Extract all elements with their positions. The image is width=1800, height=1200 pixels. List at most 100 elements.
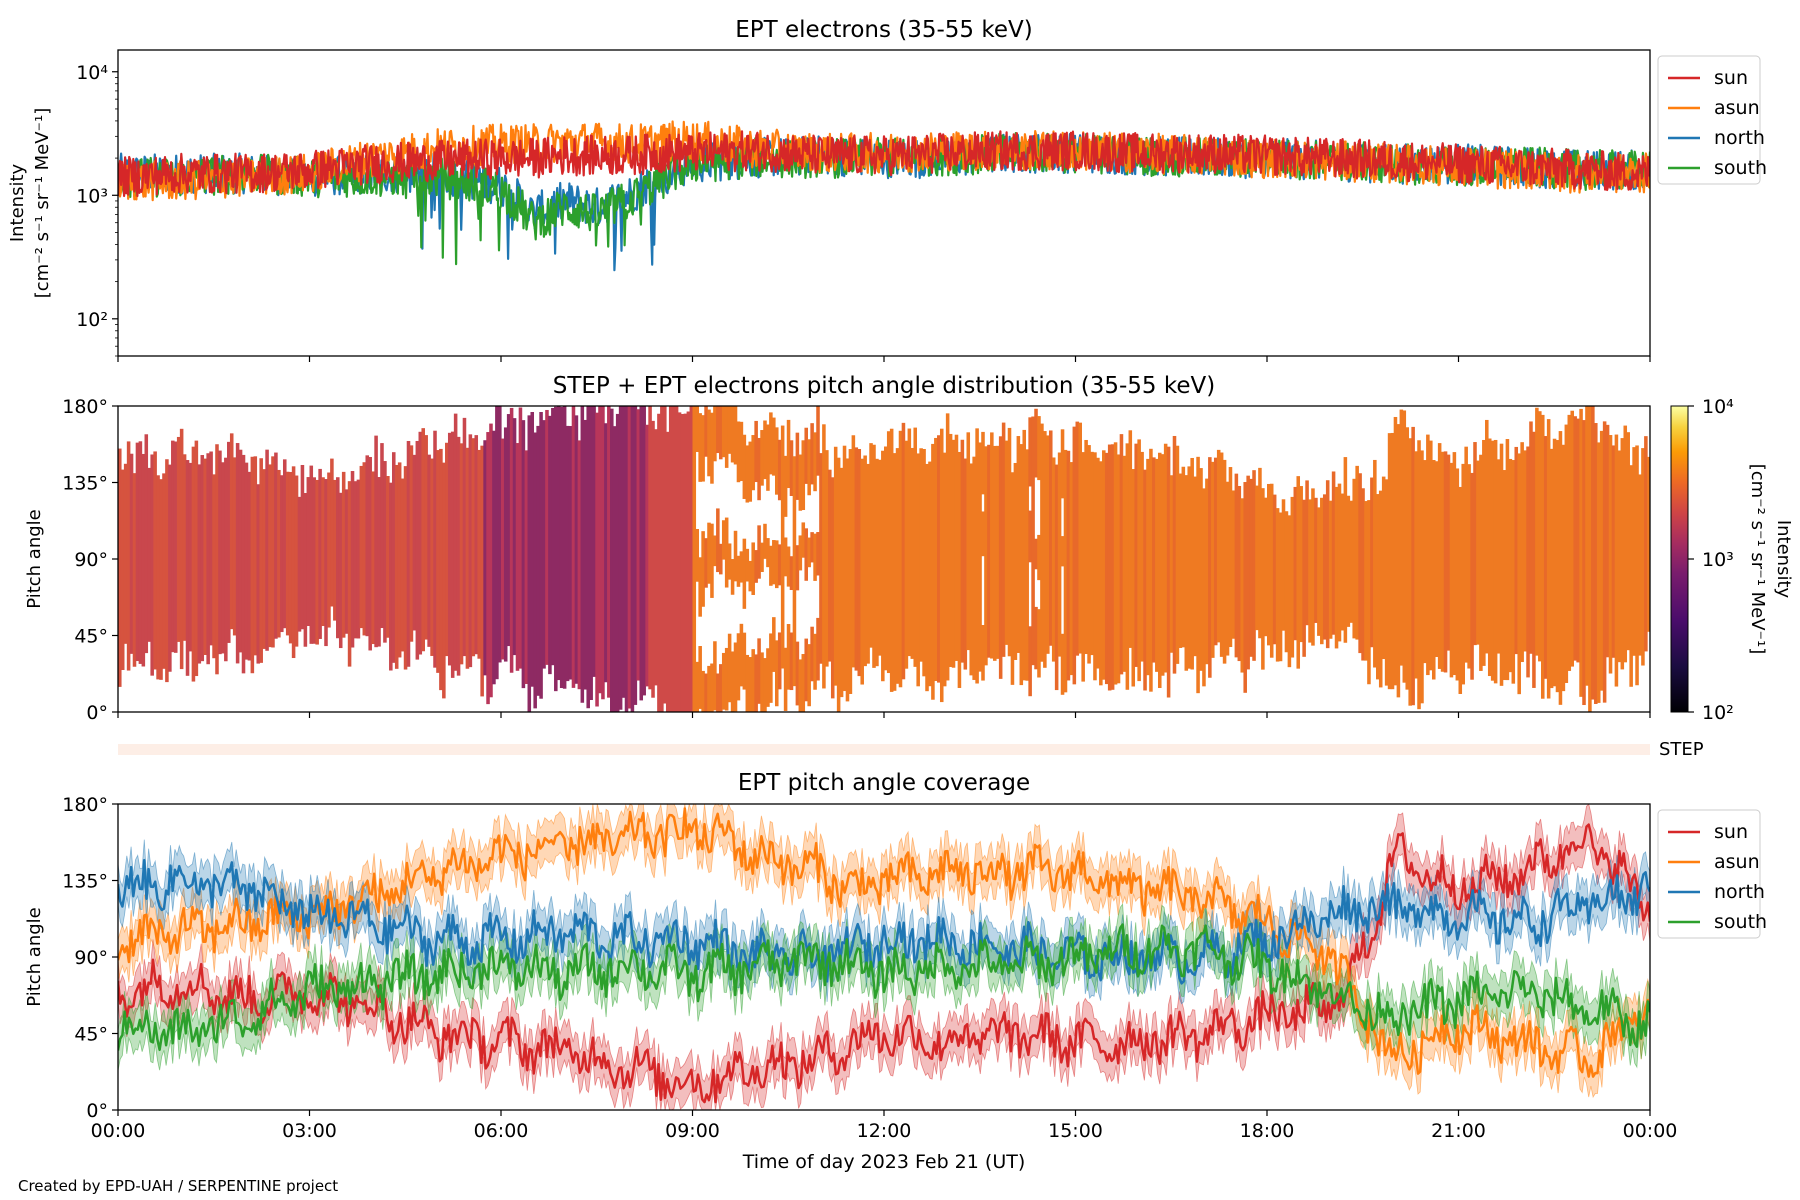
heatmap-strip	[1037, 609, 1041, 678]
heatmap-strip	[713, 641, 717, 711]
heatmap-strip	[733, 406, 738, 465]
panel1-yticks: 10² 10³ 10⁴	[76, 62, 118, 357]
heatmap-strip	[324, 479, 328, 647]
heatmap-strip	[668, 406, 673, 712]
heatmap-strip	[975, 428, 979, 684]
heatmap-strip	[795, 641, 800, 706]
heatmap-strip	[801, 522, 806, 558]
heatmap-strip	[209, 451, 213, 646]
heatmap-strip	[1302, 499, 1306, 657]
heatmap-strip	[1019, 444, 1024, 686]
heatmap-strip	[397, 462, 402, 658]
heatmap-strip	[574, 415, 579, 684]
y-tick-label: 10²	[76, 309, 108, 331]
heatmap-strip	[704, 406, 708, 457]
heatmap-strip	[710, 523, 714, 598]
heatmap-strip	[1511, 460, 1516, 684]
heatmap-strip	[772, 617, 776, 672]
heatmap-strip	[492, 430, 496, 685]
y-tick-label: 180°	[62, 396, 108, 418]
heatmap-strip	[716, 508, 720, 573]
heatmap-strip	[377, 477, 381, 647]
heatmap-strip	[939, 428, 944, 703]
heatmap-strip	[554, 406, 558, 692]
panel1-ylabel-units: [cm⁻² s⁻¹ sr⁻¹ MeV⁻¹]	[32, 108, 53, 299]
heatmap-strip	[436, 450, 440, 673]
heatmap-strip	[1104, 452, 1109, 685]
heatmap-strip	[421, 428, 425, 652]
heatmap-strip	[1281, 499, 1286, 631]
heatmap-strip	[1305, 480, 1309, 626]
heatmap-strip	[1225, 481, 1230, 656]
heatmap-strip	[851, 435, 856, 668]
heatmap-strip	[701, 670, 705, 712]
coverage-line-sun	[118, 823, 1650, 1104]
heatmap-strip	[1190, 457, 1194, 670]
heatmap-strip	[1470, 472, 1474, 680]
heatmap-strip	[854, 447, 859, 671]
heatmap-strip	[733, 642, 738, 712]
heatmap-strip	[1196, 456, 1200, 694]
heatmap-strip	[686, 411, 691, 712]
heatmap-strip	[188, 462, 193, 652]
heatmap-strip	[327, 472, 331, 628]
heatmap-strip	[265, 449, 269, 651]
heatmap-strip	[215, 444, 219, 675]
heatmap-strip	[409, 445, 414, 642]
heatmap-strip	[545, 409, 549, 665]
legend-label-asun: asun	[1714, 851, 1760, 873]
heatmap-strip	[1069, 462, 1074, 676]
heatmap-strip	[713, 406, 717, 462]
heatmap-strip	[556, 406, 561, 681]
heatmap-strip	[1399, 409, 1404, 666]
heatmap-strip	[957, 451, 962, 688]
heatmap-strip	[1322, 494, 1327, 640]
heatmap-strip	[922, 448, 926, 677]
heatmap-strip	[1552, 438, 1557, 687]
heatmap-strip	[1549, 448, 1554, 689]
heatmap-strip	[1314, 497, 1318, 623]
heatmap-strip	[621, 406, 626, 698]
heatmap-strip	[798, 659, 803, 712]
heatmap-strip	[1611, 445, 1616, 658]
y-tick-label: 180°	[62, 794, 108, 816]
heatmap-strip	[948, 433, 953, 667]
heatmap-strip	[176, 436, 181, 642]
x-tick-label: 12:00	[857, 1120, 912, 1142]
heatmap-strip	[615, 413, 620, 712]
heatmap-strip	[224, 457, 228, 662]
heatmap-strip	[1293, 486, 1298, 641]
step-band	[118, 744, 1650, 755]
heatmap-strip	[341, 471, 346, 638]
heatmap-strip	[1199, 468, 1203, 671]
coverage-line-north	[118, 858, 1650, 985]
heatmap-strip	[1202, 488, 1206, 687]
heatmap-strip	[129, 453, 134, 654]
heatmap-strip	[1390, 432, 1395, 690]
heatmap-strip	[1440, 451, 1445, 672]
heatmap-strip	[1411, 426, 1415, 706]
heatmap-strip	[1452, 452, 1457, 676]
heatmap-strip	[1090, 451, 1094, 656]
heatmap-strip	[235, 443, 240, 664]
heatmap-strip	[1635, 445, 1639, 686]
heatmap-strip	[1063, 449, 1068, 693]
panel1-ylabel: Intensity	[7, 163, 28, 242]
heatmap-strip	[1638, 474, 1642, 656]
heatmap-strip	[760, 652, 764, 712]
heatmap-strip	[730, 651, 735, 712]
heatmap-strip	[1004, 440, 1009, 645]
legend-label-sun: sun	[1714, 67, 1748, 89]
heatmap-strip	[542, 420, 546, 669]
heatmap-strip	[1358, 473, 1362, 654]
heatmap-strip	[268, 464, 272, 648]
heatmap-strip	[901, 422, 906, 680]
heatmap-strip	[227, 441, 231, 643]
heatmap-strip	[1140, 451, 1144, 662]
heatmap-strip	[403, 466, 408, 670]
heatmap-strip	[727, 543, 732, 580]
heatmap-strip	[769, 633, 773, 703]
heatmap-strip	[1137, 439, 1141, 682]
heatmap-strip	[1608, 435, 1613, 674]
